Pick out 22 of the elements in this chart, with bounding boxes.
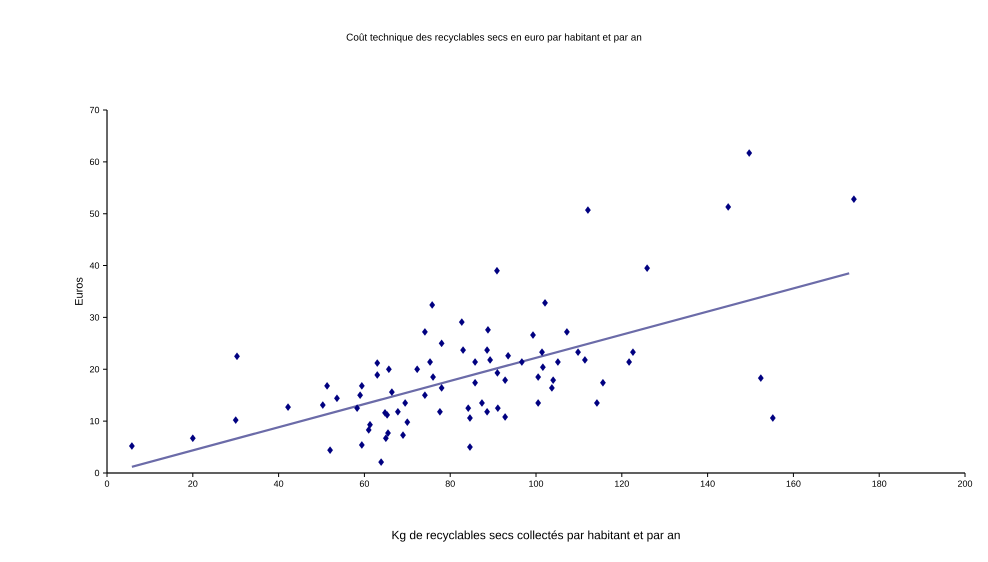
x-tick-label: 20 bbox=[188, 480, 198, 487]
chart-title: Coût technique des recyclables secs en euro par habitant et par an bbox=[346, 33, 642, 43]
y-axis-title: Euros bbox=[75, 278, 83, 305]
x-tick-label: 60 bbox=[360, 480, 370, 487]
x-tick-label: 140 bbox=[700, 480, 715, 487]
x-tick-label: 120 bbox=[615, 480, 629, 487]
y-tick-label: 30 bbox=[90, 314, 100, 321]
y-tick-label: 20 bbox=[90, 366, 100, 372]
y-tick-label: 40 bbox=[90, 262, 100, 269]
x-tick-label: 100 bbox=[529, 480, 544, 487]
y-tick-label: 10 bbox=[90, 418, 100, 424]
y-tick-label: 60 bbox=[90, 158, 100, 166]
x-tick-label: 180 bbox=[872, 480, 886, 487]
y-tick-label: 70 bbox=[90, 106, 100, 114]
y-tick-label: 0 bbox=[94, 470, 100, 476]
x-axis-title: Kg de recyclables secs collectés par habitant et par an bbox=[392, 530, 680, 542]
x-tick-label: 200 bbox=[958, 480, 972, 487]
y-tick-label: 50 bbox=[90, 210, 100, 217]
x-tick-label: 40 bbox=[274, 480, 284, 487]
x-tick-label: 160 bbox=[786, 480, 801, 487]
x-tick-label: 0 bbox=[104, 480, 110, 487]
x-tick-label: 80 bbox=[446, 480, 455, 487]
